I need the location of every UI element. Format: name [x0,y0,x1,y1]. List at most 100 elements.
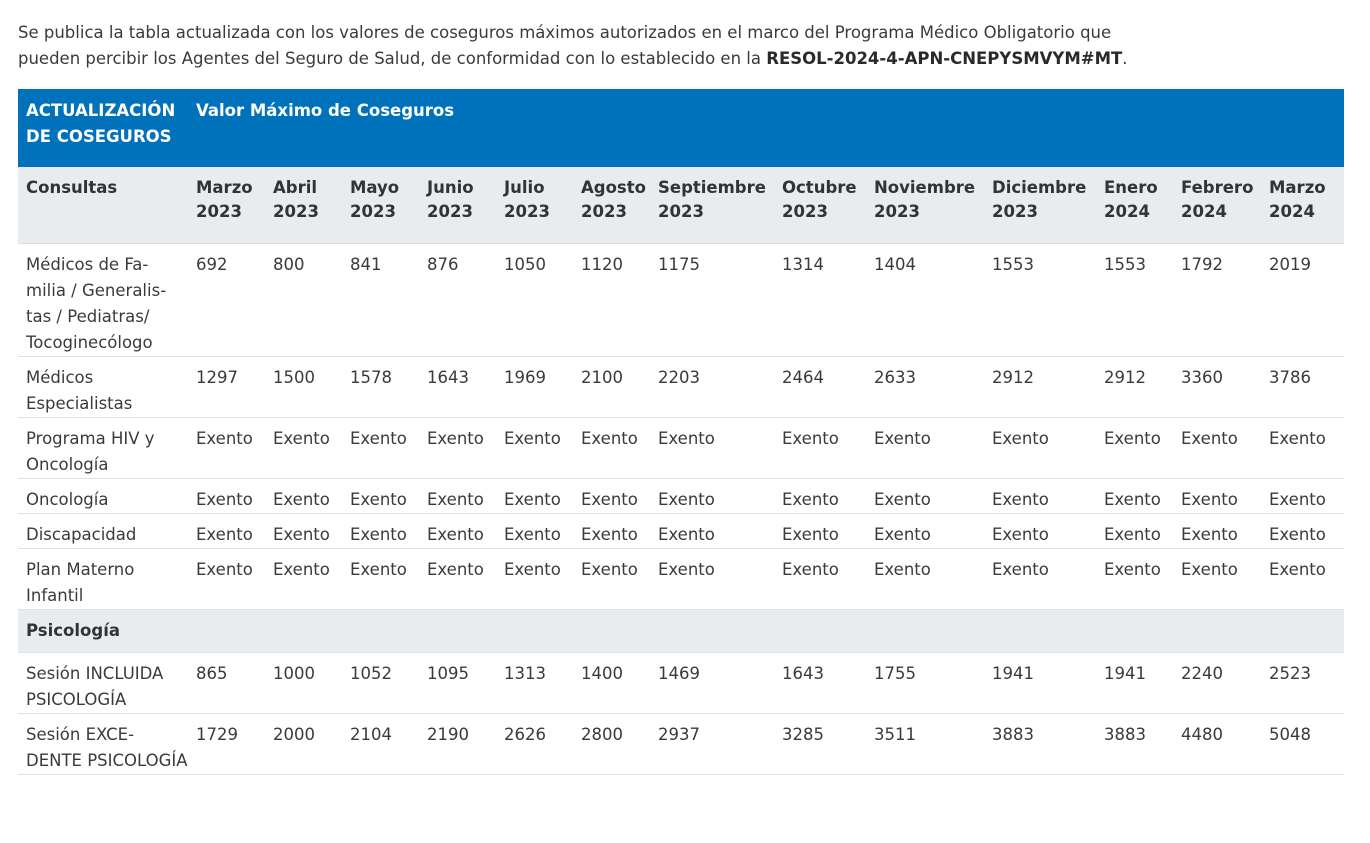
value-cell: 3883 [1096,713,1173,775]
value-cell: 1052 [342,652,419,714]
value-cell: Exento [1261,548,1344,610]
value-cell: 2104 [342,713,419,775]
value-cell: Exento [496,417,573,479]
value-cell: Exento [774,417,866,479]
header-max-value-label: Valor Máximo de Coseguros [188,89,1344,167]
table-row: Oncología Exento Exento Exento Exento Exento E… [18,478,1344,514]
value-cell: 1469 [650,652,774,714]
value-cell: Exento [1173,548,1261,610]
value-cell: Exento [265,417,342,479]
month-header: Marzo 2024 [1261,167,1344,244]
value-cell: Exento [1173,417,1261,479]
value-cell: 2190 [419,713,496,775]
value-cell: Exento [188,513,265,549]
month-header: Junio 2023 [419,167,496,244]
value-cell: 1941 [984,652,1096,714]
row-label: Plan Materno Infantil [18,548,188,610]
value-cell: 841 [342,243,419,357]
value-cell: 2912 [1096,356,1173,418]
value-cell: 1095 [419,652,496,714]
value-cell: Exento [984,513,1096,549]
month-header: Marzo 2023 [188,167,265,244]
value-cell: Exento [419,478,496,514]
value-cell: 1313 [496,652,573,714]
value-cell: Exento [866,513,984,549]
section-consultas-label: Consultas [18,167,188,244]
value-cell: 2203 [650,356,774,418]
table-row: Discapacidad Exento Exento Exento Exento Exen… [18,513,1344,549]
value-cell: Exento [866,417,984,479]
value-cell: Exento [342,548,419,610]
value-cell: 1050 [496,243,573,357]
value-cell: 2633 [866,356,984,418]
value-cell: 2000 [265,713,342,775]
value-cell: Exento [573,513,650,549]
value-cell: 865 [188,652,265,714]
month-header: Enero 2024 [1096,167,1173,244]
value-cell: 1314 [774,243,866,357]
value-cell: Exento [342,478,419,514]
value-cell: 800 [265,243,342,357]
value-cell: 2100 [573,356,650,418]
value-cell: 1643 [774,652,866,714]
value-cell: Exento [1096,548,1173,610]
value-cell: Exento [1173,478,1261,514]
value-cell: Exento [1261,478,1344,514]
value-cell: Exento [774,548,866,610]
value-cell: Exento [188,417,265,479]
table-body: Médicos de Fa-milia / Generalis-tas / Pe… [18,243,1344,775]
value-cell: Exento [984,548,1096,610]
table-row: Sesión INCLUIDA PSICOLOGÍA 865 1000 1052 109… [18,652,1344,714]
value-cell: Exento [650,548,774,610]
value-cell: Exento [496,513,573,549]
row-label: Sesión INCLUIDA PSICOLOGÍA [18,652,188,714]
table-row: Médicos Especialistas 1297 1500 1578 1643 196… [18,356,1344,418]
value-cell: Exento [419,548,496,610]
copayment-table: ACTUALIZACIÓN DE COSEGUROS Valor Máximo … [18,89,1344,775]
value-cell: 1729 [188,713,265,775]
row-label: Oncología [18,478,188,514]
value-cell: 692 [188,243,265,357]
value-cell: 2019 [1261,243,1344,357]
month-header: Abril 2023 [265,167,342,244]
value-cell: 2464 [774,356,866,418]
month-header: Julio 2023 [496,167,573,244]
value-cell: 1500 [265,356,342,418]
value-cell: Exento [496,478,573,514]
value-cell: Exento [573,548,650,610]
value-cell: 1400 [573,652,650,714]
value-cell: 1755 [866,652,984,714]
month-header: Diciembre 2023 [984,167,1096,244]
intro-period: . [1122,48,1128,68]
value-cell: Exento [573,478,650,514]
month-header: Agosto 2023 [573,167,650,244]
intro-text: Se publica la tabla actualizada con los … [18,22,1112,68]
section-row: Psicología [18,609,1344,653]
value-cell: Exento [1173,513,1261,549]
row-label: Médicos Especialistas [18,356,188,418]
value-cell: 2912 [984,356,1096,418]
value-cell: Exento [650,513,774,549]
value-cell: 1175 [650,243,774,357]
row-label: Discapacidad [18,513,188,549]
table-row: Programa HIV y Oncología Exento Exento Exen… [18,417,1344,479]
intro-paragraph: Se publica la tabla actualizada con los … [18,20,1158,72]
value-cell: Exento [774,513,866,549]
row-label: Programa HIV y Oncología [18,417,188,479]
value-cell: Exento [1261,513,1344,549]
value-cell: 1000 [265,652,342,714]
resolution-number: RESOL-2024-4-APN-CNEPYSMVYM#MT [766,48,1123,68]
value-cell: Exento [188,548,265,610]
value-cell: 1404 [866,243,984,357]
value-cell: Exento [342,513,419,549]
months-header-row: Consultas Marzo 2023 Abril 2023 Mayo 2023 J… [18,167,1344,244]
table-row: Médicos de Fa-milia / Generalis-tas / Pe… [18,243,1344,357]
header-update-label: ACTUALIZACIÓN DE COSEGUROS [18,89,188,167]
value-cell: 2523 [1261,652,1344,714]
value-cell: Exento [573,417,650,479]
value-cell: 3883 [984,713,1096,775]
value-cell: Exento [984,478,1096,514]
value-cell: 1941 [1096,652,1173,714]
value-cell: Exento [342,417,419,479]
value-cell: 2800 [573,713,650,775]
